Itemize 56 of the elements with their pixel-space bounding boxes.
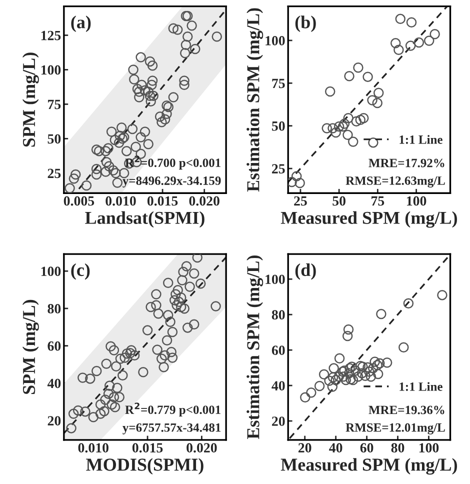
y-tick-label: 20 (48, 416, 61, 426)
y-tick-label: 80 (272, 310, 285, 320)
y-tick-label: 25 (272, 164, 285, 174)
x-tick-label: 0.005 (64, 196, 94, 206)
annotation: y=6757.57x-34.481 (122, 423, 221, 434)
y-tick-label: 25 (48, 168, 61, 178)
y-tick-label: 40 (272, 381, 285, 390)
y-tick-label: 80 (48, 304, 61, 314)
annotation: (b) (295, 16, 316, 32)
y-tick-label: 50 (272, 121, 285, 131)
annotation: R$^{2}$=0.779 p<0.001 (125, 402, 220, 417)
y-tick-label: 75 (272, 78, 285, 88)
x-tick-label: 60 (360, 443, 374, 453)
y-tick-label: 100 (41, 266, 61, 276)
annotation: y=8496.29x-34.159 (122, 176, 221, 188)
x-tick-label: 100 (419, 443, 439, 453)
x-tick-label: 0.015 (132, 443, 163, 453)
x-tick-label: 0.010 (106, 196, 136, 206)
annotation: MRE=19.36% (368, 406, 444, 414)
y-tick-label: 100 (266, 274, 285, 284)
annotation: MRE=17.92% (368, 158, 444, 168)
annotation: (a) (71, 16, 91, 32)
x-tick-label: 20 (298, 443, 312, 453)
x-tick-label: 75 (372, 196, 384, 206)
x-tick-label: 80 (391, 443, 404, 453)
y-tick-label: 75 (48, 100, 61, 110)
x-tick-label: 0.015 (147, 196, 178, 206)
x-axis-title: MODIS(SPMI) (86, 458, 204, 474)
x-tick-label: 0.020 (186, 443, 217, 453)
x-tick-label: 0.010 (78, 443, 108, 453)
legend-label: 1:1 Line (400, 135, 442, 144)
x-tick-label: 0.020 (189, 196, 220, 206)
y-tick-label: 20 (272, 416, 285, 426)
annotation: (c) (71, 263, 90, 280)
y-tick-label: 60 (48, 341, 61, 351)
y-tick-label: 60 (272, 346, 285, 355)
x-tick-label: 100 (406, 196, 426, 206)
y-axis-title: SPM (mg/L) (22, 300, 39, 394)
x-tick-label: 50 (332, 196, 346, 206)
annotation: (d) (295, 263, 316, 280)
y-axis-title: Estimation SPM (mg/L) (246, 256, 264, 439)
y-tick-label: 125 (41, 30, 61, 40)
annotation: RMSE=12.63mg/L (346, 176, 445, 188)
annotation: RMSE=12.01mg/L (346, 423, 445, 434)
x-axis-title: Measured SPM (mg/L) (280, 458, 457, 475)
x-axis-title: Measured SPM (mg/L) (280, 211, 457, 228)
y-axis-title: SPM (mg/L) (22, 52, 39, 147)
y-tick-label: 40 (47, 378, 61, 388)
y-tick-label: 100 (266, 36, 285, 46)
y-axis-title: Estimation SPM (mg/L) (246, 8, 264, 192)
y-tick-label: 50 (48, 134, 61, 144)
legend-label: 1:1 Line (400, 382, 442, 391)
x-axis-title: Landsat(SPMI) (85, 211, 204, 228)
y-tick-label: 100 (41, 65, 61, 75)
x-tick-label: 40 (329, 443, 342, 453)
x-tick-label: 25 (294, 196, 307, 206)
